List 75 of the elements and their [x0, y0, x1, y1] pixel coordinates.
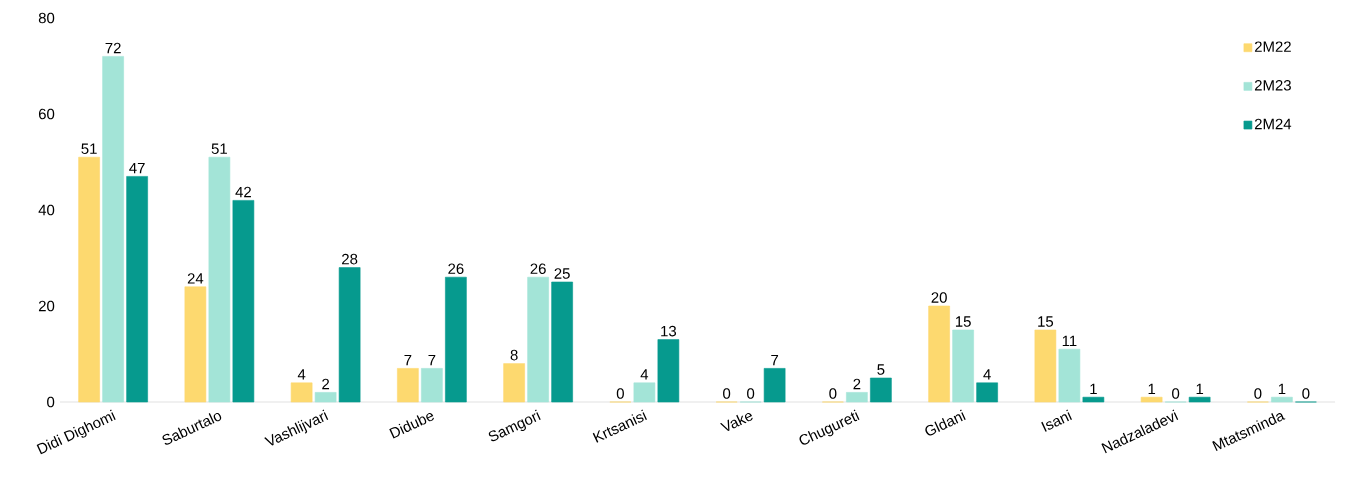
bar [421, 368, 443, 403]
data-label: 15 [1038, 316, 1054, 327]
bar [976, 382, 998, 403]
data-label: 0 [616, 388, 624, 399]
data-label: 7 [428, 354, 436, 366]
bar [633, 382, 656, 403]
data-label: 1 [1196, 383, 1204, 394]
bar [1140, 396, 1163, 403]
data-label: 42 [235, 186, 251, 198]
bar [208, 156, 231, 403]
y-tick-label: 40 [38, 204, 55, 216]
legend-label: 2M22 [1254, 41, 1291, 52]
data-label: 26 [530, 263, 546, 274]
bar [870, 377, 892, 403]
data-label: 20 [931, 292, 947, 303]
data-label: 11 [1062, 335, 1077, 346]
data-label: 28 [342, 253, 358, 265]
data-label: 51 [211, 143, 227, 154]
x-tick-label: Vake [720, 413, 753, 432]
data-label: 13 [661, 325, 677, 337]
bar [763, 368, 786, 403]
data-label: 2 [853, 378, 861, 390]
data-label: 4 [640, 369, 649, 380]
data-label: 72 [105, 42, 121, 54]
data-label: 0 [829, 388, 837, 399]
data-label: 26 [448, 263, 464, 274]
bar [184, 286, 207, 403]
bar [527, 276, 549, 403]
data-label: 7 [404, 354, 412, 366]
bar [503, 363, 525, 403]
data-label: 0 [1254, 388, 1262, 399]
data-label: 15 [955, 316, 971, 327]
bar [314, 392, 337, 403]
y-tick-label: 20 [38, 300, 55, 312]
y-tick-label: 60 [38, 108, 55, 120]
bar [78, 156, 100, 403]
data-label: 1 [1090, 383, 1097, 394]
data-label: 1 [1148, 383, 1156, 394]
bar [846, 392, 868, 403]
data-label: 0 [1172, 388, 1180, 399]
legend-label: 2M24 [1254, 118, 1292, 130]
bar [232, 200, 255, 403]
bar [928, 305, 950, 403]
data-label: 2 [322, 378, 330, 390]
bar [952, 329, 974, 403]
bar [1082, 396, 1105, 403]
data-label: 7 [771, 354, 779, 366]
data-label: 25 [554, 268, 570, 279]
y-tick-label: 0 [47, 396, 55, 408]
data-label: 5 [877, 364, 885, 375]
bar [1188, 396, 1211, 403]
data-label: 4 [983, 369, 991, 380]
data-label: 0 [747, 388, 755, 399]
data-label: 24 [187, 273, 204, 284]
bar [126, 176, 148, 403]
data-label: 0 [723, 388, 731, 399]
bar [445, 276, 467, 403]
bar [1034, 329, 1057, 403]
data-label: 8 [510, 349, 518, 361]
y-tick-label: 80 [38, 12, 55, 24]
x-tick-label: Isani [1041, 409, 1072, 432]
bar [657, 339, 680, 403]
data-label: 47 [129, 162, 145, 174]
bar [1271, 396, 1293, 403]
bar [1058, 348, 1081, 403]
data-label: 51 [81, 143, 97, 154]
data-label: 0 [1302, 388, 1310, 399]
legend-label: 2M23 [1254, 80, 1291, 91]
bar [102, 56, 124, 403]
bar [397, 368, 419, 403]
bar [290, 382, 313, 403]
data-label: 1 [1278, 383, 1286, 394]
bar [338, 267, 361, 403]
bar [551, 281, 573, 403]
data-label: 4 [297, 369, 306, 380]
